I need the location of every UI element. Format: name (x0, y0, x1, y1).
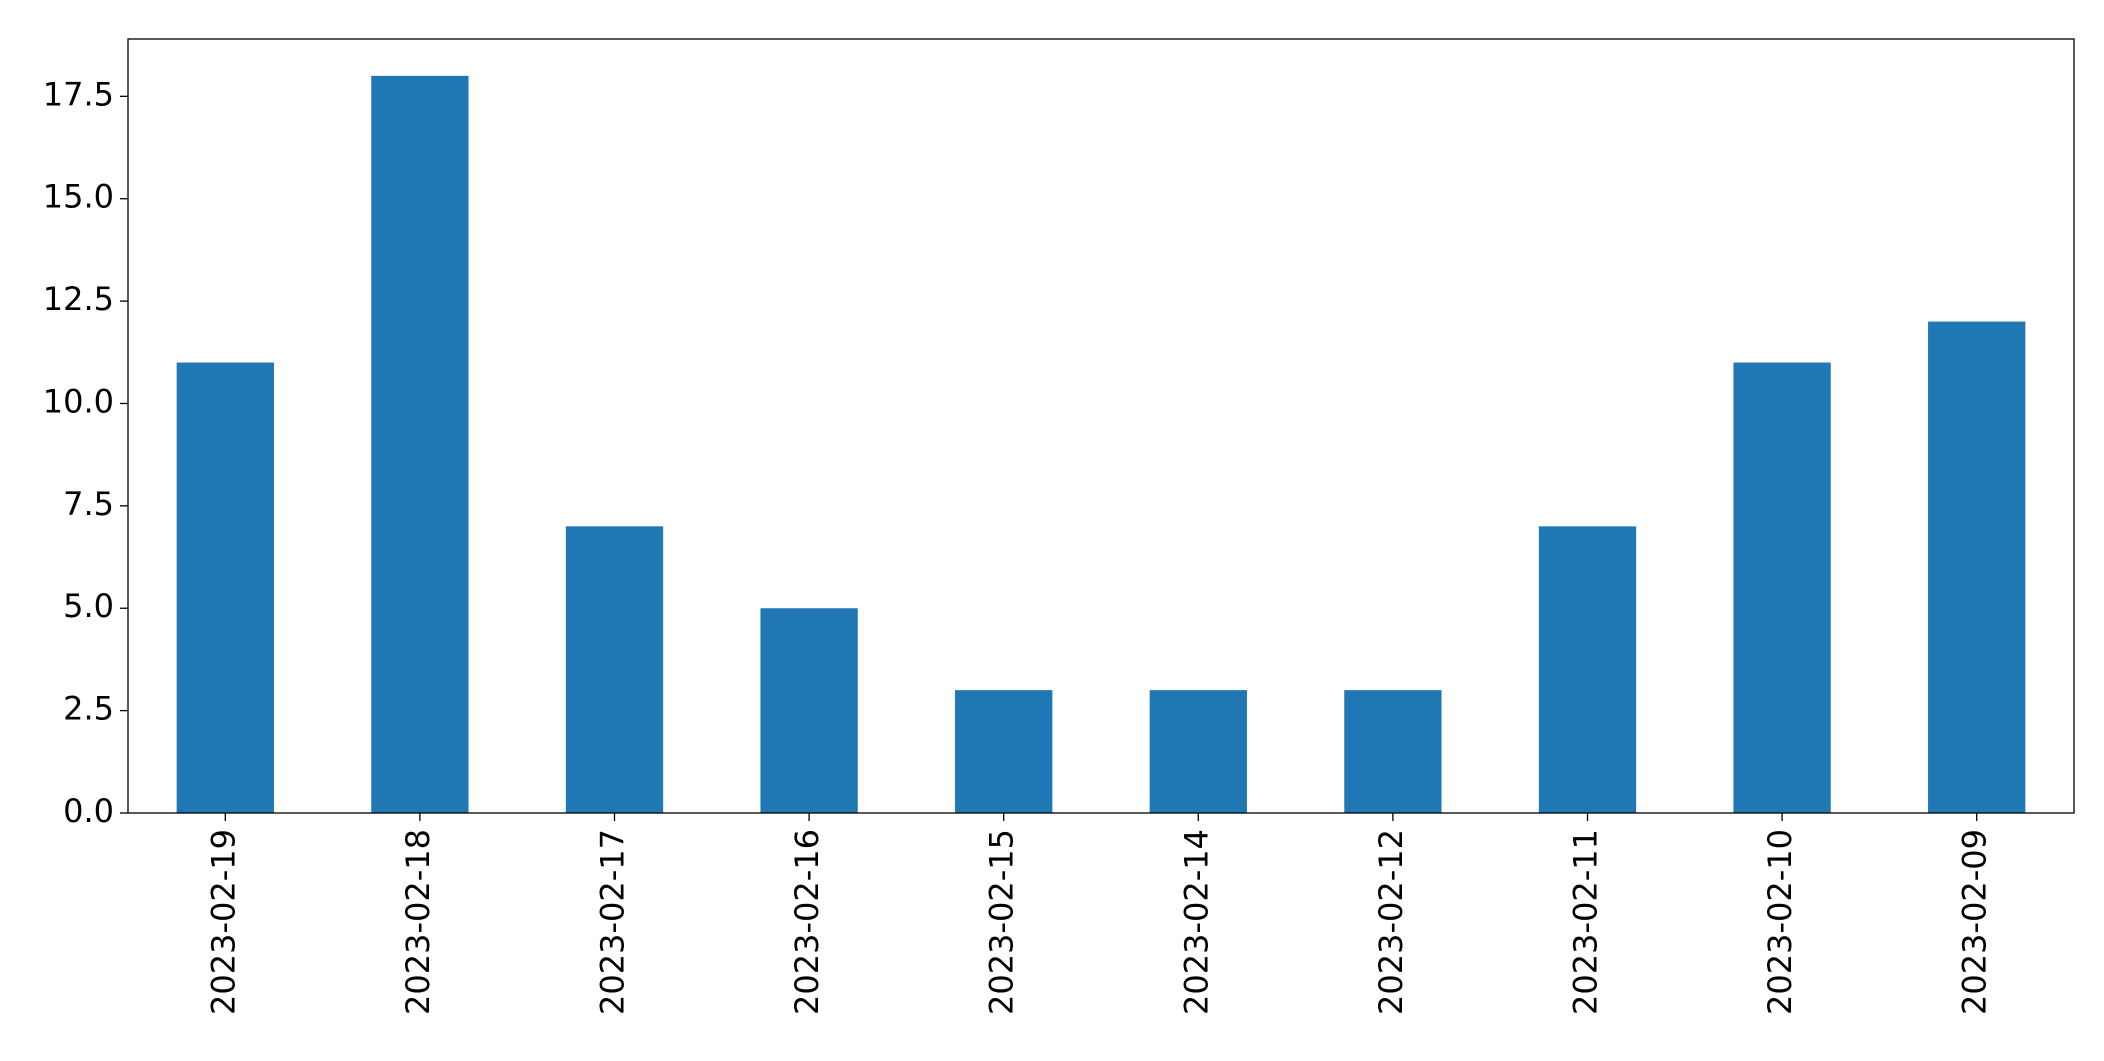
bar (955, 690, 1053, 813)
bar (1733, 362, 1831, 813)
y-tick-label: 17.5 (43, 75, 114, 113)
y-tick-label: 0.0 (63, 792, 114, 830)
bar (565, 526, 664, 813)
bar (1149, 690, 1247, 813)
x-tick-label: 2023-02-14 (1177, 829, 1215, 1015)
x-tick-label: 2023-02-10 (1761, 829, 1799, 1015)
x-tick-label: 2023-02-09 (1956, 829, 1994, 1015)
bar (1538, 526, 1637, 813)
x-tick-label: 2023-02-12 (1372, 829, 1410, 1015)
bar (760, 608, 858, 813)
axes-frame (127, 38, 2075, 814)
y-tick-label: 10.0 (43, 382, 114, 420)
bar (176, 362, 274, 813)
bar (1344, 690, 1442, 813)
y-tick-label: 15.0 (43, 178, 114, 216)
x-tick-label: 2023-02-18 (399, 829, 437, 1015)
y-tick-label: 7.5 (63, 485, 114, 523)
x-tick-label: 2023-02-11 (1567, 829, 1605, 1015)
bar (371, 75, 469, 814)
x-tick-label: 2023-02-17 (594, 829, 632, 1015)
y-tick-label: 12.5 (43, 280, 114, 318)
bar (1928, 321, 2026, 813)
x-tick-label: 2023-02-19 (204, 829, 242, 1015)
y-tick-label: 5.0 (63, 587, 114, 625)
x-tick-label: 2023-02-16 (788, 829, 826, 1015)
y-tick-label: 2.5 (63, 690, 114, 728)
x-tick-label: 2023-02-15 (983, 829, 1021, 1015)
